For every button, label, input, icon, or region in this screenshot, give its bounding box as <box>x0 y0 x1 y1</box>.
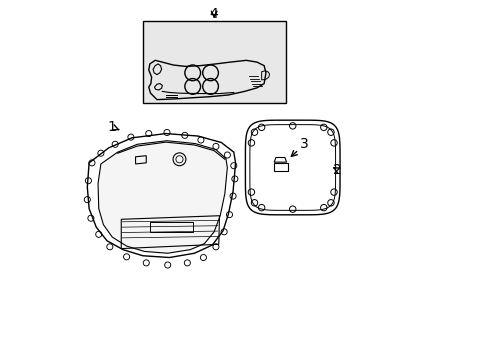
Bar <box>274 163 287 171</box>
Polygon shape <box>98 141 227 253</box>
Text: 3: 3 <box>300 137 308 151</box>
Text: 4: 4 <box>209 7 218 21</box>
Text: 2: 2 <box>332 163 341 177</box>
Polygon shape <box>245 120 339 215</box>
Bar <box>149 222 192 232</box>
Bar <box>142 21 285 103</box>
Polygon shape <box>249 125 335 210</box>
Polygon shape <box>87 134 235 257</box>
Text: 1: 1 <box>107 120 116 134</box>
